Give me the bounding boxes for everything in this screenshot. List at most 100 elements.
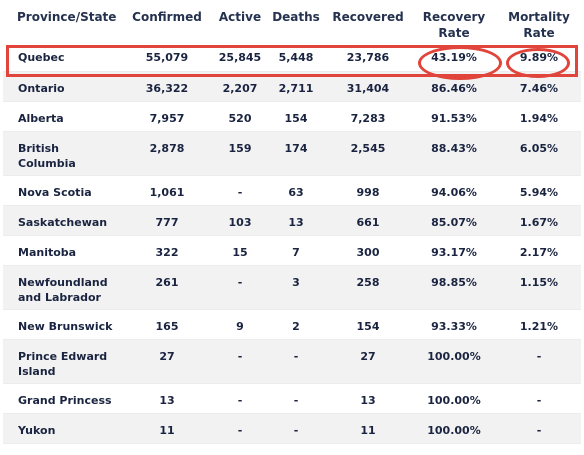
cell-mortality-rate: 5.94%: [497, 175, 581, 206]
cell-province: Alberta: [3, 101, 121, 132]
table-row-prince-edward-island: Prince Edward Island 27 - - 27 100.00% -: [3, 339, 581, 384]
cell-active: 103: [213, 205, 267, 236]
cell-mortality-rate: 6.05%: [497, 131, 581, 176]
header-confirmed[interactable]: Confirmed: [132, 10, 202, 24]
header-recovered[interactable]: Recovered: [332, 10, 404, 24]
cell-deaths: 174: [267, 131, 325, 176]
cell-mortality-rate: 9.89%: [497, 41, 581, 72]
cell-province: Ontario: [3, 71, 121, 102]
cell-recovery-rate: 43.19%: [411, 41, 497, 72]
cell-deaths: 154: [267, 101, 325, 132]
cell-recovery-rate: 88.43%: [411, 131, 497, 176]
cell-recovered: 661: [325, 205, 411, 236]
cell-deaths: -: [267, 413, 325, 444]
cell-active: -: [213, 413, 267, 444]
table-row-saskatchewan: Saskatchewan 777 103 13 661 85.07% 1.67%: [3, 205, 581, 236]
cell-active: -: [213, 175, 267, 206]
header-recovery-rate[interactable]: Recovery Rate: [422, 10, 486, 40]
cell-recovered: 31,404: [325, 71, 411, 102]
cell-recovered: 27: [325, 339, 411, 384]
header-active[interactable]: Active: [218, 10, 262, 24]
cell-province: Prince Edward Island: [3, 339, 121, 384]
cell-confirmed: 1,061: [121, 175, 213, 206]
cell-mortality-rate: 1.67%: [497, 205, 581, 236]
cell-deaths: 7: [267, 235, 325, 266]
cell-mortality-rate: 1.21%: [497, 309, 581, 340]
table-row-newfoundland: Newfoundland and Labrador 261 - 3 258 98…: [3, 265, 581, 310]
cell-mortality-rate: -: [497, 413, 581, 444]
cell-province: Quebec: [3, 41, 121, 72]
cell-recovered: 154: [325, 309, 411, 340]
table-row-british-columbia: British Columbia 2,878 159 174 2,545 88.…: [3, 131, 581, 176]
cell-confirmed: 2,878: [121, 131, 213, 176]
cell-province: Manitoba: [3, 235, 121, 266]
table-row-quebec: Quebec 55,079 25,845 5,448 23,786 43.19%…: [3, 41, 581, 72]
cell-recovered: 300: [325, 235, 411, 266]
table-row-yukon: Yukon 11 - - 11 100.00% -: [3, 413, 581, 444]
cell-confirmed: 27: [121, 339, 213, 384]
table-row-nova-scotia: Nova Scotia 1,061 - 63 998 94.06% 5.94%: [3, 175, 581, 206]
province-stats-table: Province/State Confirmed Active Deaths R…: [3, 0, 581, 444]
cell-deaths: 5,448: [267, 41, 325, 72]
cell-active: 9: [213, 309, 267, 340]
cell-recovery-rate: 91.53%: [411, 101, 497, 132]
cell-recovery-rate: 94.06%: [411, 175, 497, 206]
cell-recovery-rate: 93.33%: [411, 309, 497, 340]
cell-deaths: 2: [267, 309, 325, 340]
cell-recovered: 11: [325, 413, 411, 444]
cell-confirmed: 7,957: [121, 101, 213, 132]
cell-province: Newfoundland and Labrador: [3, 265, 121, 310]
cell-mortality-rate: 7.46%: [497, 71, 581, 102]
cell-confirmed: 777: [121, 205, 213, 236]
header-province[interactable]: Province/State: [17, 10, 117, 24]
cell-province: Grand Princess: [3, 383, 121, 414]
cell-active: 2,207: [213, 71, 267, 102]
cell-confirmed: 55,079: [121, 41, 213, 72]
cell-province: Saskatchewan: [3, 205, 121, 236]
cell-province: British Columbia: [3, 131, 121, 176]
cell-confirmed: 13: [121, 383, 213, 414]
cell-deaths: -: [267, 339, 325, 384]
cell-recovered: 2,545: [325, 131, 411, 176]
header-deaths[interactable]: Deaths: [272, 10, 320, 24]
cell-recovery-rate: 100.00%: [411, 339, 497, 384]
cell-mortality-rate: 2.17%: [497, 235, 581, 266]
cell-province: New Brunswick: [3, 309, 121, 340]
table-row-alberta: Alberta 7,957 520 154 7,283 91.53% 1.94%: [3, 101, 581, 132]
cell-deaths: 13: [267, 205, 325, 236]
cell-recovery-rate: 100.00%: [411, 383, 497, 414]
cell-province: Nova Scotia: [3, 175, 121, 206]
cell-recovery-rate: 98.85%: [411, 265, 497, 310]
cell-recovery-rate: 100.00%: [411, 413, 497, 444]
cell-active: -: [213, 339, 267, 384]
table-row-ontario: Ontario 36,322 2,207 2,711 31,404 86.46%…: [3, 71, 581, 102]
cell-active: -: [213, 265, 267, 310]
cell-recovered: 23,786: [325, 41, 411, 72]
cell-confirmed: 261: [121, 265, 213, 310]
cell-mortality-rate: 1.15%: [497, 265, 581, 310]
cell-recovered: 998: [325, 175, 411, 206]
cell-province: Yukon: [3, 413, 121, 444]
cell-recovery-rate: 86.46%: [411, 71, 497, 102]
cell-mortality-rate: -: [497, 339, 581, 384]
cell-deaths: -: [267, 383, 325, 414]
cell-confirmed: 11: [121, 413, 213, 444]
cell-recovered: 13: [325, 383, 411, 414]
header-row: Province/State Confirmed Active Deaths R…: [3, 0, 581, 41]
cell-active: 159: [213, 131, 267, 176]
cell-deaths: 3: [267, 265, 325, 310]
cell-confirmed: 322: [121, 235, 213, 266]
cell-recovery-rate: 93.17%: [411, 235, 497, 266]
cell-mortality-rate: 1.94%: [497, 101, 581, 132]
cell-active: 520: [213, 101, 267, 132]
table-row-grand-princess: Grand Princess 13 - - 13 100.00% -: [3, 383, 581, 414]
table-row-new-brunswick: New Brunswick 165 9 2 154 93.33% 1.21%: [3, 309, 581, 340]
cell-deaths: 63: [267, 175, 325, 206]
cell-active: -: [213, 383, 267, 414]
cell-recovery-rate: 85.07%: [411, 205, 497, 236]
cell-active: 25,845: [213, 41, 267, 72]
cell-confirmed: 36,322: [121, 71, 213, 102]
cell-recovered: 7,283: [325, 101, 411, 132]
header-mortality-rate[interactable]: Mortality Rate: [508, 10, 570, 40]
